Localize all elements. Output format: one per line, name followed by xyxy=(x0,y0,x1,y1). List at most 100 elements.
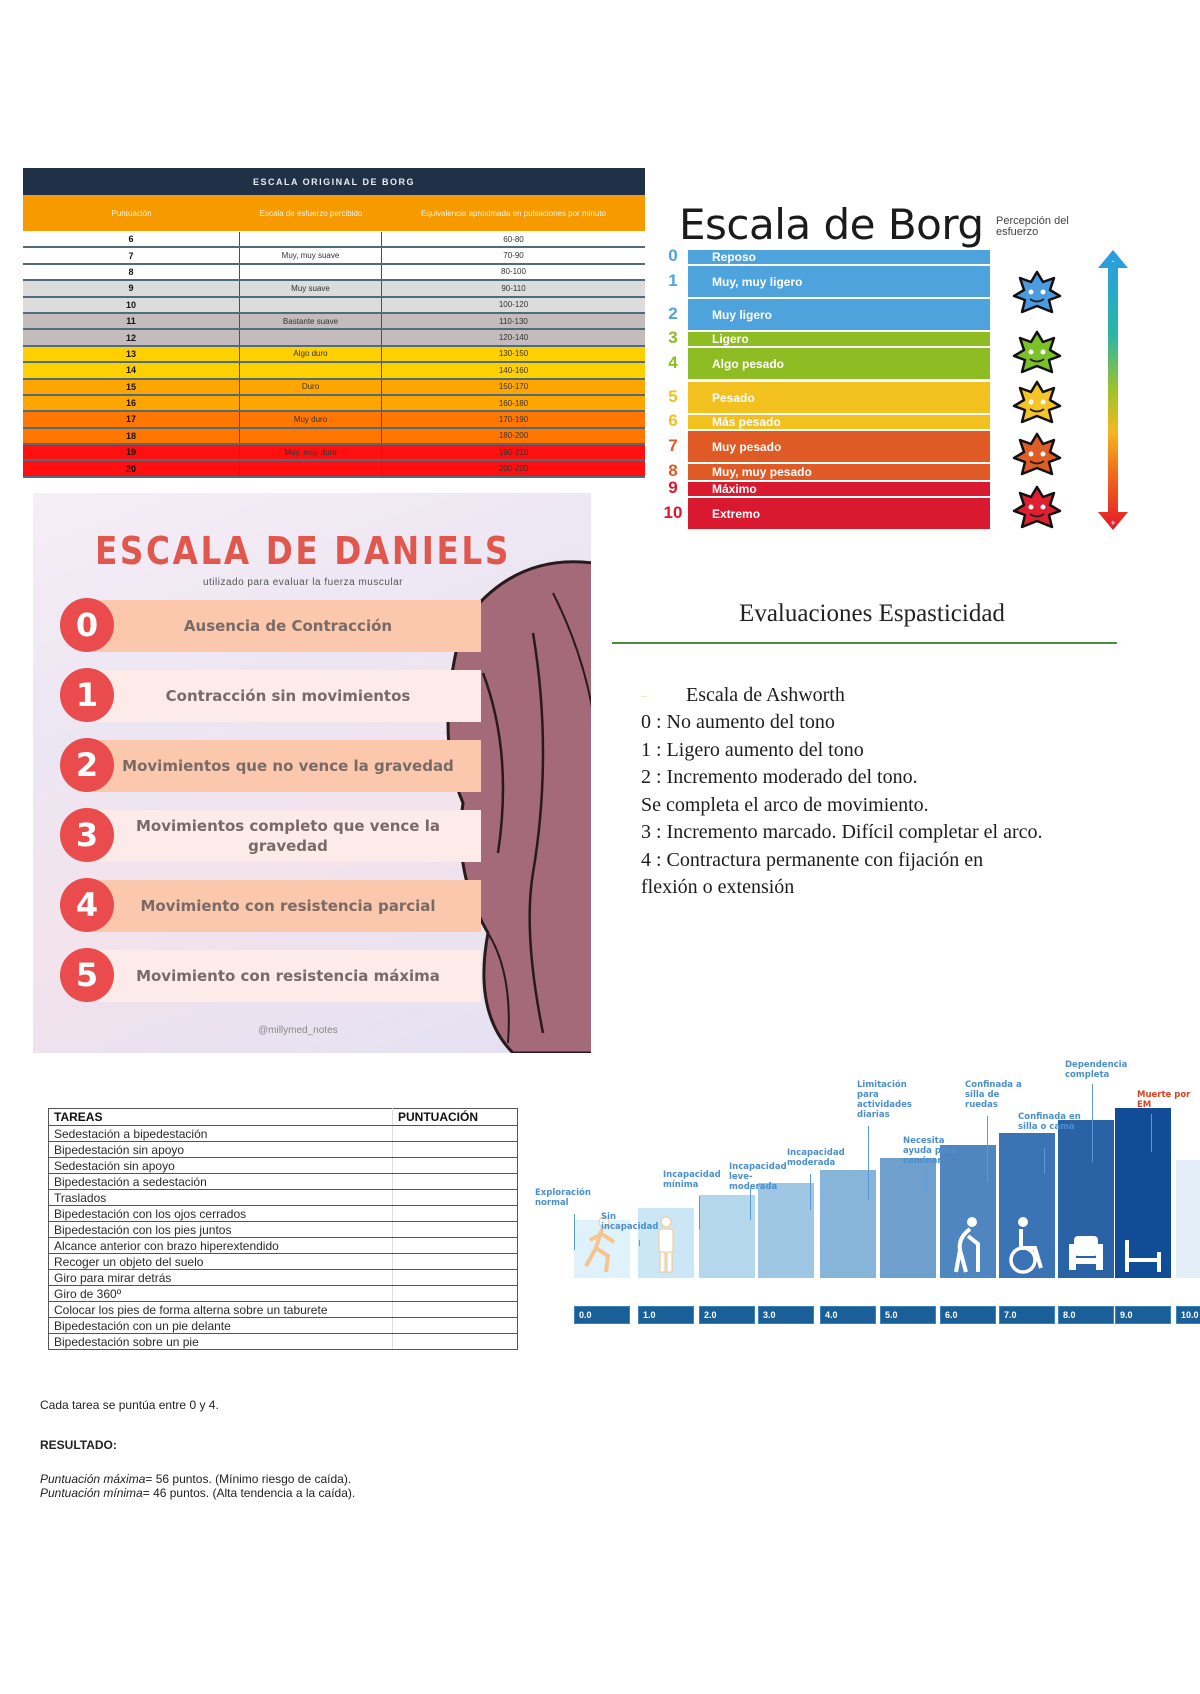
cell-score: 17 xyxy=(23,412,240,427)
cell-score: 15 xyxy=(23,379,240,394)
elderly-cane-icon xyxy=(954,1217,980,1273)
header-effort: Escala de esfuerzo percibido xyxy=(259,208,363,218)
leaf-face-happy-icon xyxy=(1012,270,1062,314)
table-row: 20 200-220 xyxy=(23,461,645,478)
ashworth-line: flexión o extensión xyxy=(641,876,795,898)
table-row: Sedestación a bipedestación xyxy=(48,1125,518,1142)
edss-annotation: Limitación para actividades diarias xyxy=(857,1080,912,1120)
daniels-credit: @millymed_notes xyxy=(258,1025,338,1036)
standing-person-icon xyxy=(658,1216,674,1273)
edss-column-running-person xyxy=(574,1216,630,1278)
cell-bpm: 140-160 xyxy=(498,365,529,375)
running-person-icon xyxy=(584,1216,616,1273)
task-name: Bipedestación con los pies juntos xyxy=(48,1221,393,1238)
table-row: 16 160-180 xyxy=(23,395,645,413)
table-row: Traslados xyxy=(48,1189,518,1206)
ashworth-section: Evaluaciones Espasticidad – Escala de Ash… xyxy=(612,600,1132,902)
scoring-notes: Cada tarea se puntúa entre 0 y 4. RESULT… xyxy=(40,1398,355,1500)
leader-line xyxy=(699,1196,700,1230)
ashworth-line: 1 : Ligero aumento del tono xyxy=(641,738,864,761)
leader-line xyxy=(1151,1114,1152,1152)
task-name: Sedestación sin apoyo xyxy=(48,1157,393,1174)
cell-score: 10 xyxy=(23,297,240,312)
level-number: 8 xyxy=(668,461,678,480)
level-number: 2 xyxy=(668,303,678,323)
edss-annotation: Muerte por EM xyxy=(1137,1090,1191,1110)
effort-gradient-arrow-icon: - + xyxy=(1098,250,1128,530)
cell-bpm: 80-100 xyxy=(501,267,526,277)
cell-score: 7 xyxy=(23,248,240,263)
edss-column-wheelchair xyxy=(999,1132,1055,1278)
table-row: Colocar los pies de forma alterna sobre … xyxy=(48,1301,518,1318)
edss-tick: 9.0 xyxy=(1115,1306,1171,1324)
cell-score: 13 xyxy=(23,346,240,362)
cell-label: Muy, muy duro xyxy=(240,445,382,460)
max-score-line: Puntuación máxima= 56 puntos. (Mínimo ri… xyxy=(40,1472,352,1486)
score-cell[interactable] xyxy=(392,1157,518,1174)
score-cell[interactable] xyxy=(392,1253,518,1270)
score-cell[interactable] xyxy=(392,1301,518,1318)
table-row: 12 120-140 xyxy=(23,330,645,347)
edss-disability-scale: Exploración normal Sin incapacidad Incapac… xyxy=(535,1060,1200,1340)
cell-bpm: 100-120 xyxy=(498,300,529,310)
section-divider xyxy=(612,642,1117,644)
edss-tick: 5.0 xyxy=(880,1306,936,1324)
score-cell[interactable] xyxy=(392,1125,518,1142)
table-row: 11 Bastante suave 110-130 xyxy=(23,313,645,331)
daniels-level-row: Contracción sin movimientos xyxy=(95,670,481,722)
score-cell[interactable] xyxy=(392,1141,518,1158)
level-number: 0 xyxy=(668,246,678,265)
edss-annotation: Dependencia completa xyxy=(1065,1060,1128,1080)
score-cell[interactable] xyxy=(392,1173,518,1190)
task-name: Bipedestación con los ojos cerrados xyxy=(48,1205,393,1222)
table-row: Sedestación sin apoyo xyxy=(48,1157,518,1174)
ashworth-line: Se completa el arco de movimiento. xyxy=(641,793,929,816)
edss-column-bed xyxy=(1115,1107,1171,1278)
score-cell[interactable] xyxy=(392,1189,518,1206)
score-cell[interactable] xyxy=(392,1205,518,1222)
score-cell[interactable] xyxy=(392,1317,518,1334)
level-number: 3 xyxy=(668,328,678,347)
cell-bpm: 120-140 xyxy=(498,333,529,343)
score-cell[interactable] xyxy=(392,1333,518,1350)
leaf-face-smiling-icon xyxy=(1012,330,1062,374)
table-row: 7 Muy, muy suave 70-90 xyxy=(23,248,645,265)
spasticity-section-title: Evaluaciones Espasticidad xyxy=(739,600,1005,627)
table-row: Giro para mirar detrás xyxy=(48,1269,518,1286)
balance-tasks-table: TAREAS PUNTUACIÓN Sedestación a bipedest… xyxy=(48,1108,518,1350)
edss-tick: 0.0 xyxy=(574,1306,630,1324)
wheelchair-icon xyxy=(1009,1217,1043,1274)
level-bar: Muy pesado xyxy=(688,431,990,462)
task-name: Sedestación a bipedestación xyxy=(48,1125,393,1142)
header-bpm: Equivalencia aproximada en pulsaciones p… xyxy=(421,208,606,218)
edss-column xyxy=(758,1182,814,1278)
edss-column-standing-person xyxy=(638,1207,694,1278)
level-number: 1 xyxy=(668,270,678,290)
task-name: Traslados xyxy=(48,1189,393,1206)
result-heading: RESULTADO: xyxy=(40,1438,117,1452)
score-cell[interactable] xyxy=(392,1269,518,1286)
edss-annotation: Exploración normal xyxy=(535,1188,591,1208)
ashworth-list: – Escala de Ashworth 0 : No aumento del t… xyxy=(612,682,1132,902)
level-number-badge: 2 xyxy=(60,738,114,792)
table-row: 14 140-160 xyxy=(23,363,645,380)
table-row: 10 100-120 xyxy=(23,297,645,314)
edss-column xyxy=(699,1195,755,1278)
cell-score: 8 xyxy=(23,264,240,280)
cell-score: 12 xyxy=(23,330,240,345)
daniels-level-row: Movimiento con resistencia máxima xyxy=(95,950,481,1002)
cell-bpm: 70-90 xyxy=(503,251,524,261)
score-cell[interactable] xyxy=(392,1237,518,1254)
daniels-level-row: Movimientos que no vence la gravedad xyxy=(95,740,481,792)
task-name: Alcance anterior con brazo hiperextendid… xyxy=(48,1237,393,1254)
cell-score: 6 xyxy=(23,232,240,247)
header-score: Puntuación xyxy=(111,208,152,218)
score-cell[interactable] xyxy=(392,1221,518,1238)
level-bar: Más pesado xyxy=(688,415,990,429)
score-cell[interactable] xyxy=(392,1285,518,1302)
level-bar: Máximo xyxy=(688,482,990,496)
leaf-face-tired-icon xyxy=(1012,432,1062,476)
cell-label: Algo duro xyxy=(240,346,382,362)
ashworth-line: 3 : Incremento marcado. Difícil completa… xyxy=(641,821,1043,843)
scoring-note: Cada tarea se puntúa entre 0 y 4. xyxy=(40,1398,219,1412)
